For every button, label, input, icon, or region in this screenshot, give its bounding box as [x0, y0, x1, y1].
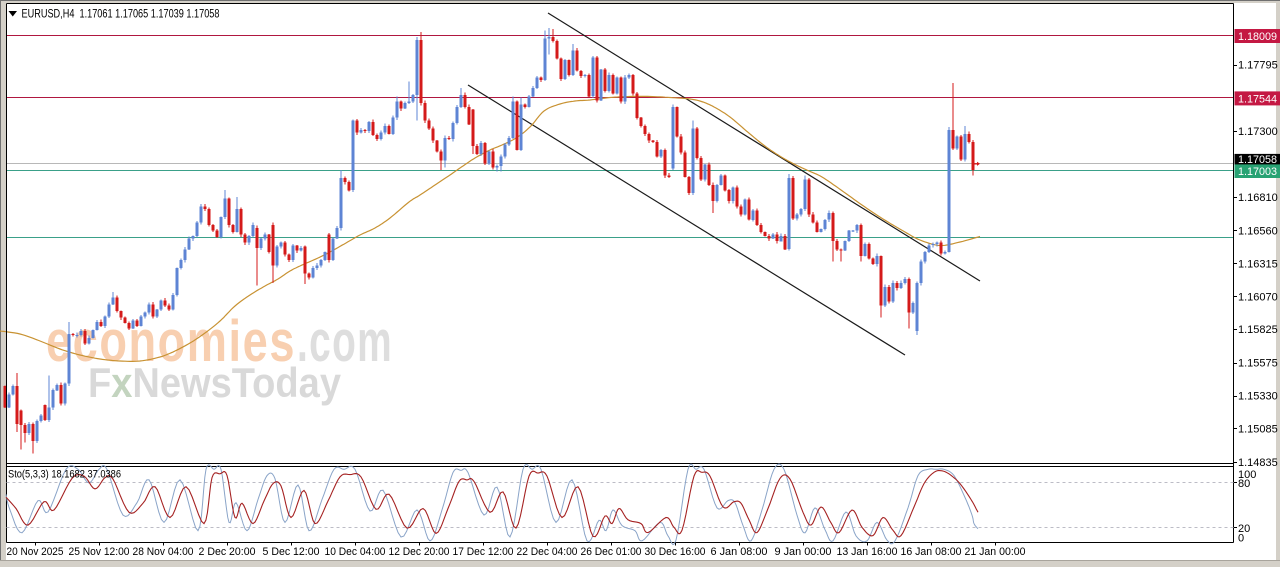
svg-text:1.17544: 1.17544 — [1238, 93, 1277, 105]
svg-text:1.17003: 1.17003 — [1238, 166, 1277, 178]
svg-text:0: 0 — [1238, 533, 1244, 545]
svg-text:1.16560: 1.16560 — [1238, 226, 1278, 238]
svg-text:30 Dec 16:00: 30 Dec 16:00 — [645, 546, 706, 558]
svg-text:80: 80 — [1238, 478, 1250, 490]
svg-text:20 Nov 2025: 20 Nov 2025 — [7, 546, 64, 558]
svg-text:1.14835: 1.14835 — [1238, 457, 1278, 469]
svg-text:22 Dec 04:00: 22 Dec 04:00 — [517, 546, 578, 558]
svg-text:17 Dec 12:00: 17 Dec 12:00 — [453, 546, 514, 558]
svg-text:EURUSD,H4 1.17061 1.17065 1.1: EURUSD,H4 1.17061 1.17065 1.17039 1.1705… — [22, 6, 220, 20]
svg-text:.com: .com — [297, 309, 393, 374]
svg-text:12 Dec 20:00: 12 Dec 20:00 — [389, 546, 450, 558]
svg-text:1.17058: 1.17058 — [1238, 154, 1277, 166]
svg-text:25 Nov 12:00: 25 Nov 12:00 — [69, 546, 130, 558]
svg-text:13 Jan 16:00: 13 Jan 16:00 — [837, 546, 898, 558]
svg-text:1.16070: 1.16070 — [1238, 291, 1278, 303]
svg-text:5 Dec 12:00: 5 Dec 12:00 — [263, 546, 320, 558]
svg-text:1.16315: 1.16315 — [1238, 258, 1278, 270]
svg-text:100: 100 — [1238, 469, 1256, 481]
svg-text:1.17795: 1.17795 — [1238, 60, 1278, 72]
svg-text:1.17300: 1.17300 — [1238, 126, 1278, 138]
svg-text:21 Jan 00:00: 21 Jan 00:00 — [965, 546, 1026, 558]
svg-text:1.15575: 1.15575 — [1238, 358, 1278, 370]
svg-text:9 Jan 00:00: 9 Jan 00:00 — [775, 546, 832, 558]
svg-text:1.15825: 1.15825 — [1238, 324, 1278, 336]
svg-text:26 Dec 01:00: 26 Dec 01:00 — [581, 546, 642, 558]
svg-text:2 Dec 20:00: 2 Dec 20:00 — [199, 546, 256, 558]
svg-text:1.18009: 1.18009 — [1238, 31, 1277, 43]
svg-text:6 Jan 08:00: 6 Jan 08:00 — [711, 546, 768, 558]
svg-text:economies: economies — [46, 309, 296, 374]
svg-text:Sto(5,3,3) 18.1682 37.0386: Sto(5,3,3) 18.1682 37.0386 — [8, 469, 121, 481]
svg-text:16 Jan 08:00: 16 Jan 08:00 — [901, 546, 962, 558]
svg-text:20: 20 — [1238, 523, 1250, 535]
svg-text:10 Dec 04:00: 10 Dec 04:00 — [325, 546, 386, 558]
svg-text:1.16810: 1.16810 — [1238, 192, 1278, 204]
svg-text:FxNewsToday: FxNewsToday — [88, 359, 342, 406]
svg-text:28 Nov 04:00: 28 Nov 04:00 — [133, 546, 194, 558]
svg-text:1.15085: 1.15085 — [1238, 424, 1278, 436]
svg-text:1.15330: 1.15330 — [1238, 391, 1278, 403]
